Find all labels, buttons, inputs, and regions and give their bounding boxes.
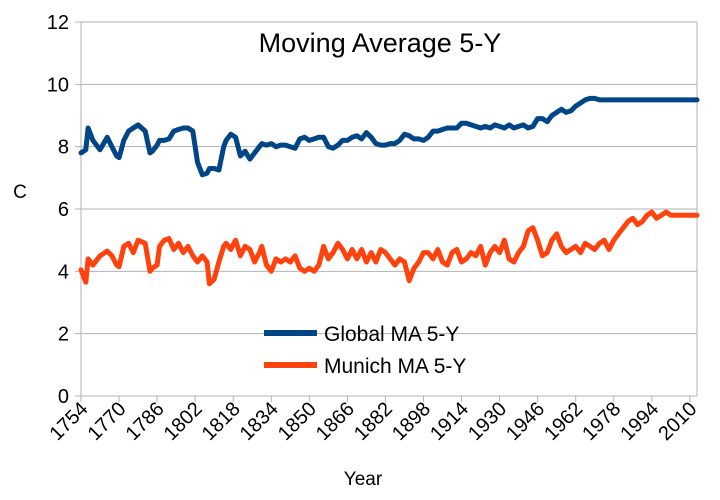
x-tick-label: 1818 [198, 398, 245, 445]
gridlines [75, 21, 697, 397]
x-tick-label: 1978 [578, 398, 625, 445]
x-tick-label: 1786 [122, 398, 169, 445]
x-tick-label: 1770 [84, 398, 131, 445]
y-tick-label: 2 [58, 324, 69, 346]
x-tick-label: 1930 [464, 398, 511, 445]
x-tick-label: 1866 [312, 398, 359, 445]
x-tick-label: 1754 [46, 398, 93, 445]
x-tick-label: 1834 [236, 398, 283, 445]
series-lines [78, 95, 700, 287]
axes [80, 22, 698, 402]
y-tick-label: 10 [47, 74, 69, 96]
x-tick-label: 1946 [502, 398, 549, 445]
legend-label-munich: Munich MA 5-Y [324, 355, 466, 378]
x-tick-label: 1882 [350, 398, 397, 445]
y-tick-labels: 0 2 4 6 8 10 12 [47, 12, 69, 408]
chart-title: Moving Average 5-Y [259, 28, 502, 58]
x-axis-title: Year [344, 469, 383, 490]
legend: Global MA 5-Y Munich MA 5-Y [264, 323, 466, 378]
y-tick-label: 6 [58, 199, 69, 221]
y-tick-label: 12 [47, 12, 69, 34]
x-tick-label: 1994 [616, 398, 663, 445]
x-tick-label: 1914 [426, 398, 473, 445]
x-tick-label: 1850 [274, 398, 321, 445]
series-line-global [78, 95, 700, 178]
y-tick-label: 0 [58, 386, 69, 408]
y-tick-label: 8 [58, 137, 69, 159]
series-line-munich [78, 209, 700, 287]
x-tick-labels: 1754177017861802181818341850186618821898… [46, 398, 702, 445]
y-tick-label: 4 [58, 261, 69, 283]
x-tick-label: 1898 [388, 398, 435, 445]
y-axis-title: C [13, 182, 27, 203]
legend-label-global: Global MA 5-Y [324, 323, 459, 346]
x-tick-label: 2010 [654, 398, 701, 445]
x-tick-label: 1962 [540, 398, 587, 445]
x-tick-label: 1802 [160, 398, 207, 445]
